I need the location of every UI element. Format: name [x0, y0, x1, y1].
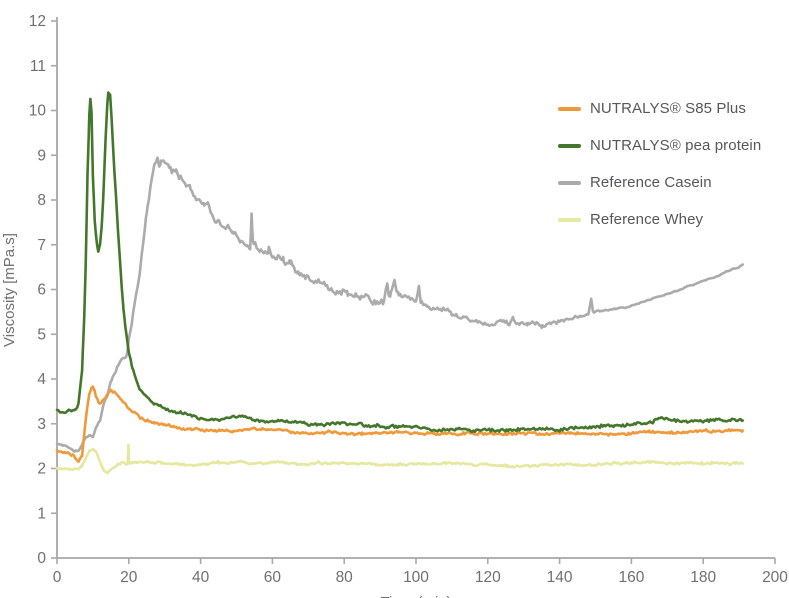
y-tick-label: 11 — [30, 58, 46, 75]
y-tick-label: 8 — [37, 192, 46, 209]
series-line-2 — [55, 91, 745, 434]
x-tick-label: 200 — [762, 569, 788, 586]
y-tick-label: 10 — [29, 103, 47, 120]
x-tick-label: 0 — [53, 569, 62, 586]
x-tick-label: 140 — [547, 569, 573, 586]
series-line-3 — [55, 156, 745, 453]
legend-marker-icon — [558, 106, 581, 111]
series-line-1 — [55, 385, 745, 464]
legend-label: Reference Whey — [590, 211, 704, 228]
legend-marker-icon — [558, 180, 581, 185]
x-tick-label: 120 — [475, 569, 501, 586]
x-axis-label: Time (min) — [316, 594, 516, 598]
legend-marker-icon — [558, 143, 581, 148]
y-tick-label: 6 — [37, 282, 46, 299]
y-tick-label: 4 — [37, 371, 46, 388]
x-tick-label: 40 — [192, 569, 210, 586]
legend-label: Reference Casein — [590, 174, 712, 191]
y-axis-label: Viscosity [mPa.s] — [1, 233, 18, 347]
y-tick-label: 5 — [37, 326, 46, 343]
legend-item: NUTRALYS® pea protein — [558, 127, 761, 164]
x-tick-label: 60 — [264, 569, 282, 586]
legend-item: NUTRALYS® S85 Plus — [558, 90, 761, 127]
x-tick-label: 160 — [618, 569, 644, 586]
y-tick-label: 0 — [37, 550, 46, 567]
series-line-4 — [55, 443, 745, 475]
x-tick-label: 100 — [403, 569, 429, 586]
x-tick-label: 80 — [336, 569, 354, 586]
y-tick-label: 3 — [37, 416, 46, 433]
legend-item: Reference Whey — [558, 201, 761, 238]
legend-marker-icon — [558, 217, 581, 222]
legend: NUTRALYS® S85 Plus NUTRALYS® pea protein R… — [558, 90, 761, 238]
x-tick-label: 180 — [690, 569, 716, 586]
legend-label: NUTRALYS® S85 Plus — [590, 100, 746, 117]
legend-item: Reference Casein — [558, 164, 761, 201]
y-tick-label: 9 — [37, 147, 46, 164]
x-tick-label: 20 — [120, 569, 138, 586]
legend-label: NUTRALYS® pea protein — [590, 137, 762, 154]
y-tick-label: 2 — [37, 461, 46, 478]
y-tick-label: 1 — [37, 505, 46, 522]
y-tick-label: 12 — [29, 13, 46, 30]
y-tick-label: 7 — [37, 237, 46, 254]
